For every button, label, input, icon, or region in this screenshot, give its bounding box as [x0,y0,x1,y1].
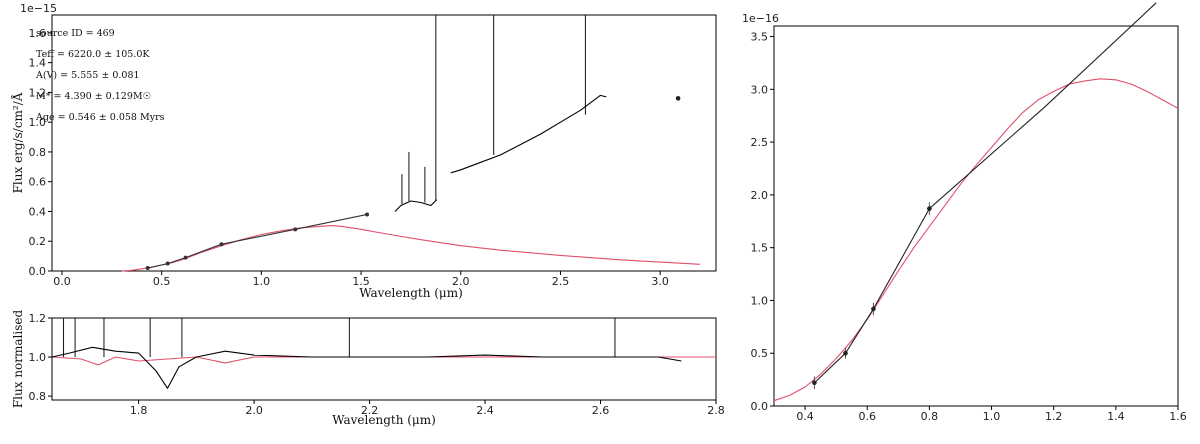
sed-y-tick-label: 0.2 [29,235,47,248]
normalised-x-tick-label: 2.6 [592,404,610,417]
zoom-series-line [814,2,1157,384]
zoom-y-tick-label: 2.5 [751,136,769,149]
annotation-mass: M* = 4.390 ± 0.129M☉ [36,91,152,102]
zoom-x-tick-label: 1.4 [1107,410,1125,423]
sed-x-tick-label: 3.0 [651,275,669,288]
zoom-y-tick-label: 3.5 [751,31,769,44]
sed-x-tick-label: 0.0 [53,275,71,288]
sed-y-tick-label: 1.4 [29,57,47,70]
zoom-y-tick-label: 1.0 [751,294,769,307]
zoom-data-point [843,350,848,356]
sed-series-line [450,94,607,174]
sed-y-tick-label: 0.4 [29,205,47,218]
sed-data-point [675,96,681,101]
sed-y-tick-label: 0.0 [29,265,47,278]
zoom-x-tick-label: 0.8 [921,410,939,423]
zoom-data-point [812,380,817,386]
sed-marks: 0.0 0.5 1.0 1.5 2.0 2.5 3.0 0.0 0.2 0.4 0.6 0.8 1.0 1… [29,15,701,288]
sed-series-line [147,213,368,269]
normalised-x-tick-label: 2.4 [476,404,494,417]
zoom-plot-frame [773,25,1179,407]
sed-photometry-point [183,255,188,260]
normalised-x-tick-label: 2.8 [707,404,725,417]
normalised-y-tick-label: 0.8 [29,390,47,403]
sed-photometry-point [219,242,224,247]
zoom-x-tick-label: 1.6 [1169,410,1187,423]
sed-y-axis-label: Flux erg/s/cm²/Å [10,92,25,193]
zoom-x-tick-label: 0.6 [858,410,876,423]
sed-photometry-point [145,266,150,271]
zoom-data-point [927,206,932,211]
sed-x-tick-label: 1.5 [352,275,370,288]
normalised-plot-frame [51,317,717,401]
zoom-series-line [773,78,1179,402]
sed-x-tick-label: 2.0 [452,275,470,288]
normalised-y-axis-label: Flux normalised [11,310,25,409]
normalised-series-line [51,346,682,389]
annotation-teff: Teff = 6220.0 ± 105.0K [36,49,150,60]
annotation-source-id: source ID = 469 [36,28,115,39]
normalised-x-axis-label: Wavelength (μm) [332,413,436,427]
sed-x-tick-label: 1.0 [253,275,271,288]
zoom-x-tick-label: 1.0 [983,410,1001,423]
sed-y-tick-label: 0.8 [29,146,47,159]
normalised-y-tick-label: 1.0 [29,351,47,364]
sed-x-tick-label: 0.5 [153,275,171,288]
sed-y-tick-label: 1.2 [29,86,47,99]
zoom-data-point [871,306,876,312]
normalised-series-line [51,356,716,366]
sed-panel: 1e−15 Wavelength (μm) Flux erg/s/cm²/Å s… [10,2,717,300]
zoom-y-tick-label: 0.0 [751,400,769,413]
normalised-x-tick-label: 2.0 [245,404,263,417]
zoom-y-tick-label: 2.0 [751,189,769,202]
annotation-age: Age = 0.546 ± 0.058 Myrs [35,112,165,123]
annotation-extinction: A(V) = 5.555 ± 0.081 [35,70,140,81]
sed-y-tick-label: 1.0 [29,116,47,129]
normalised-x-tick-label: 1.8 [130,404,148,417]
sed-series-line [394,199,438,212]
sed-photometry-point [165,261,170,266]
zoom-panel: 1e−16 0.4 0.6 0.8 1.0 1.2 1.4 1.6 0.0 0.5 1.0 1.5 2… [742,2,1187,423]
sed-series-line [121,225,701,272]
sed-photometry-point [365,212,370,217]
sed-x-tick-label: 2.5 [552,275,570,288]
zoom-offset-text: 1e−16 [742,12,779,25]
sed-x-axis-label: Wavelength (μm) [359,286,463,300]
zoom-y-tick-label: 3.0 [751,83,769,96]
zoom-x-tick-label: 1.2 [1045,410,1063,423]
normalised-marks: 1.8 2.0 2.2 2.4 2.6 2.8 0.8 1.0 1.2 [29,312,725,417]
sed-plot-frame [51,14,717,272]
zoom-y-tick-label: 0.5 [751,347,769,360]
sed-photometry-point [293,227,298,232]
normalised-y-tick-label: 1.2 [29,312,47,325]
zoom-y-tick-label: 1.5 [751,242,769,255]
normalised-panel: Wavelength (μm) Flux normalised 1.8 2.0 2.… [11,310,725,427]
sed-y-tick-label: 0.6 [29,176,47,189]
zoom-x-tick-label: 0.4 [796,410,814,423]
zoom-marks: 0.4 0.6 0.8 1.0 1.2 1.4 1.6 0.0 0.5 1.0 1.5 2.0 2.5 3… [751,2,1187,423]
sed-offset-text: 1e−15 [20,2,57,15]
normalised-x-tick-label: 2.2 [361,404,379,417]
sed-y-tick-label: 1.6 [29,27,47,40]
